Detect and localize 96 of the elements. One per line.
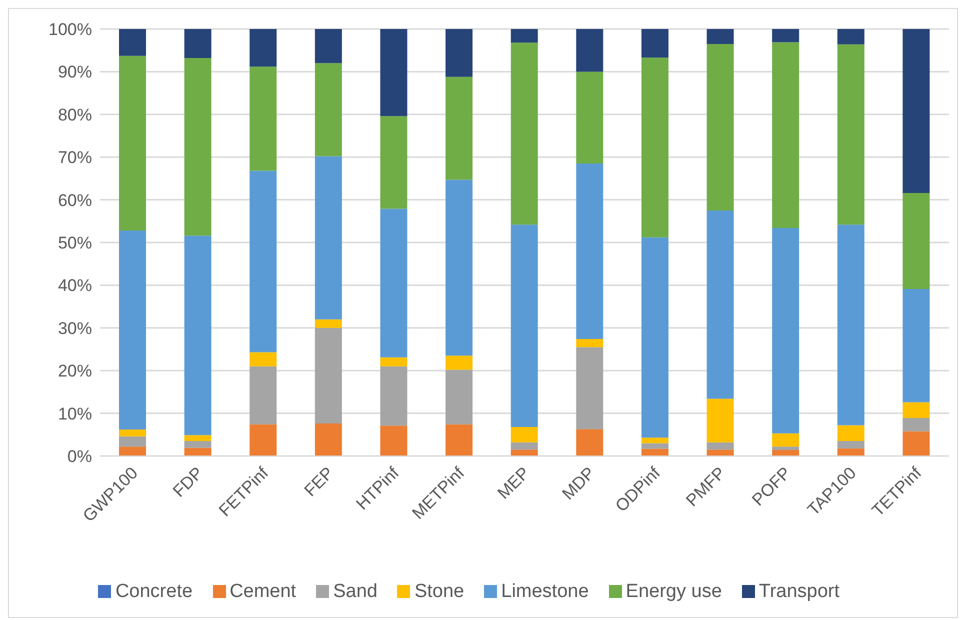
- bar: [510, 29, 538, 43]
- bar: [314, 63, 342, 156]
- bar: [446, 180, 473, 356]
- bar: [510, 42, 538, 225]
- bar: [641, 237, 668, 438]
- y-tick-label: 0%: [67, 447, 92, 466]
- bar: [184, 236, 212, 436]
- bar: [380, 208, 408, 358]
- bar: [314, 29, 342, 64]
- bar: [837, 448, 864, 456]
- bar: [184, 448, 212, 456]
- legend-label: Transport: [758, 581, 840, 602]
- bar: [641, 443, 668, 449]
- bar: [314, 424, 342, 456]
- bar: [772, 450, 800, 456]
- bar: [380, 116, 408, 209]
- bar: [706, 44, 734, 210]
- bar: [837, 425, 864, 442]
- bar: [446, 356, 473, 370]
- bar: [119, 436, 146, 447]
- bar: [576, 72, 604, 164]
- bar: [772, 446, 800, 450]
- bar: [902, 402, 930, 418]
- bar: [837, 29, 864, 44]
- bar: [250, 29, 277, 67]
- bar: [641, 448, 668, 456]
- bar: [380, 366, 408, 426]
- bar: [706, 29, 734, 44]
- bar: [576, 164, 604, 339]
- bar: [837, 441, 864, 448]
- bar: [902, 29, 930, 193]
- bar: [576, 347, 604, 430]
- bar: [446, 76, 473, 180]
- bar: [902, 431, 930, 456]
- bar: [314, 319, 342, 328]
- bar: [119, 446, 146, 456]
- y-tick-label: 100%: [48, 20, 92, 40]
- bar: [184, 441, 212, 448]
- bar: [119, 56, 146, 231]
- legend-label: Sand: [333, 581, 378, 602]
- bar: [250, 366, 277, 424]
- y-tick-label: 40%: [58, 276, 92, 296]
- bar: [380, 29, 408, 116]
- bar: [446, 370, 473, 424]
- bar: [576, 29, 604, 72]
- bar: [314, 328, 342, 424]
- bar: [772, 42, 800, 228]
- bar: [902, 418, 930, 432]
- bar: [772, 433, 800, 447]
- bar: [250, 66, 277, 171]
- bar: [510, 442, 538, 450]
- bar: [250, 170, 277, 352]
- legend-label: Cement: [230, 581, 296, 602]
- bar: [250, 424, 277, 456]
- bar: [184, 29, 212, 58]
- bar: [119, 29, 146, 56]
- bar: [380, 426, 408, 456]
- legend-label: Stone: [414, 581, 464, 602]
- bar: [380, 357, 408, 366]
- bar: [510, 426, 538, 442]
- bar: [510, 450, 538, 456]
- bar: [641, 29, 668, 58]
- bar: [706, 210, 734, 399]
- y-tick-label: 80%: [58, 105, 92, 124]
- bar: [184, 58, 212, 236]
- bar: [641, 58, 668, 238]
- bar: [510, 224, 538, 427]
- bar: [902, 192, 930, 290]
- bar: [706, 398, 734, 442]
- bar: [314, 156, 342, 320]
- bar: [446, 29, 473, 77]
- bar: [902, 289, 930, 402]
- bar: [119, 230, 146, 430]
- bar: [772, 228, 800, 434]
- legend-label: Limestone: [501, 581, 589, 602]
- y-tick-label: 10%: [58, 404, 92, 424]
- bar: [446, 424, 473, 456]
- y-tick-label: 50%: [58, 234, 92, 253]
- y-tick-label: 20%: [58, 362, 92, 381]
- bar: [641, 438, 668, 444]
- bar: [837, 44, 864, 225]
- y-tick-label: 30%: [58, 318, 92, 338]
- bar: [119, 430, 146, 436]
- bar: [837, 224, 864, 426]
- bar: [184, 435, 212, 442]
- y-tick-label: 90%: [58, 62, 92, 82]
- bar: [706, 450, 734, 456]
- bar: [706, 442, 734, 450]
- y-tick-label: 60%: [58, 190, 92, 210]
- y-tick-label: 70%: [58, 148, 92, 168]
- legend-label: Energy use: [626, 581, 722, 602]
- bar: [772, 29, 800, 42]
- bar: [576, 429, 604, 456]
- bar: [250, 352, 277, 366]
- legend-label: Concrete: [115, 581, 193, 602]
- bar: [576, 339, 604, 348]
